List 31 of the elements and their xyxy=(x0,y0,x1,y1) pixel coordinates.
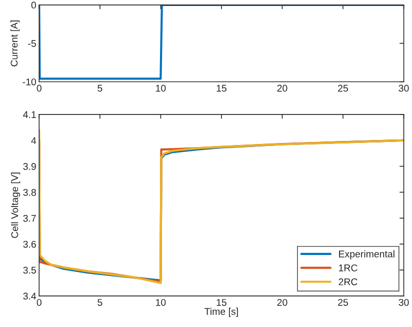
x-tick-label: 5 xyxy=(98,84,102,92)
y-tick-label: 4 xyxy=(31,137,36,144)
y-tick-label: 3.4 xyxy=(23,292,36,300)
x-tick-label: 20 xyxy=(277,298,288,306)
legend-label: 2RC xyxy=(338,278,358,286)
x-tick-label: 15 xyxy=(216,299,226,306)
y-axis-title: Cell Voltage [V] xyxy=(11,172,20,238)
y-tick-label: -5 xyxy=(28,40,36,47)
y-tick-label: 3.8 xyxy=(23,188,36,196)
x-tick-label: 0 xyxy=(36,84,42,92)
legend-label: 1RC xyxy=(339,264,358,272)
y-tick-label: 3.6 xyxy=(23,240,36,248)
x-tick-label: 5 xyxy=(98,299,102,306)
x-tick-label: 10 xyxy=(156,298,166,306)
x-tick-label: 20 xyxy=(277,84,288,92)
y-tick-label: 3.5 xyxy=(23,266,36,274)
x-tick-label: 0 xyxy=(36,298,42,306)
y-tick-label: 4.1 xyxy=(23,111,36,118)
y-tick-label: -10 xyxy=(22,78,36,86)
x-tick-label: 30 xyxy=(398,298,409,306)
x-tick-label: 10 xyxy=(156,84,166,92)
x-tick-label: 30 xyxy=(398,84,409,92)
x-tick-label: 25 xyxy=(338,298,348,306)
y-tick-label: 0 xyxy=(31,2,36,9)
x-tick-label: 25 xyxy=(338,84,348,92)
y-tick-label: 3.9 xyxy=(23,163,36,170)
y-tick-label: 3.7 xyxy=(23,214,36,222)
y-axis-title: Current [A] xyxy=(10,20,20,66)
legend-label: Experimental xyxy=(339,250,394,260)
x-axis-title: Time [s] xyxy=(204,308,238,317)
x-tick-label: 15 xyxy=(216,84,226,92)
